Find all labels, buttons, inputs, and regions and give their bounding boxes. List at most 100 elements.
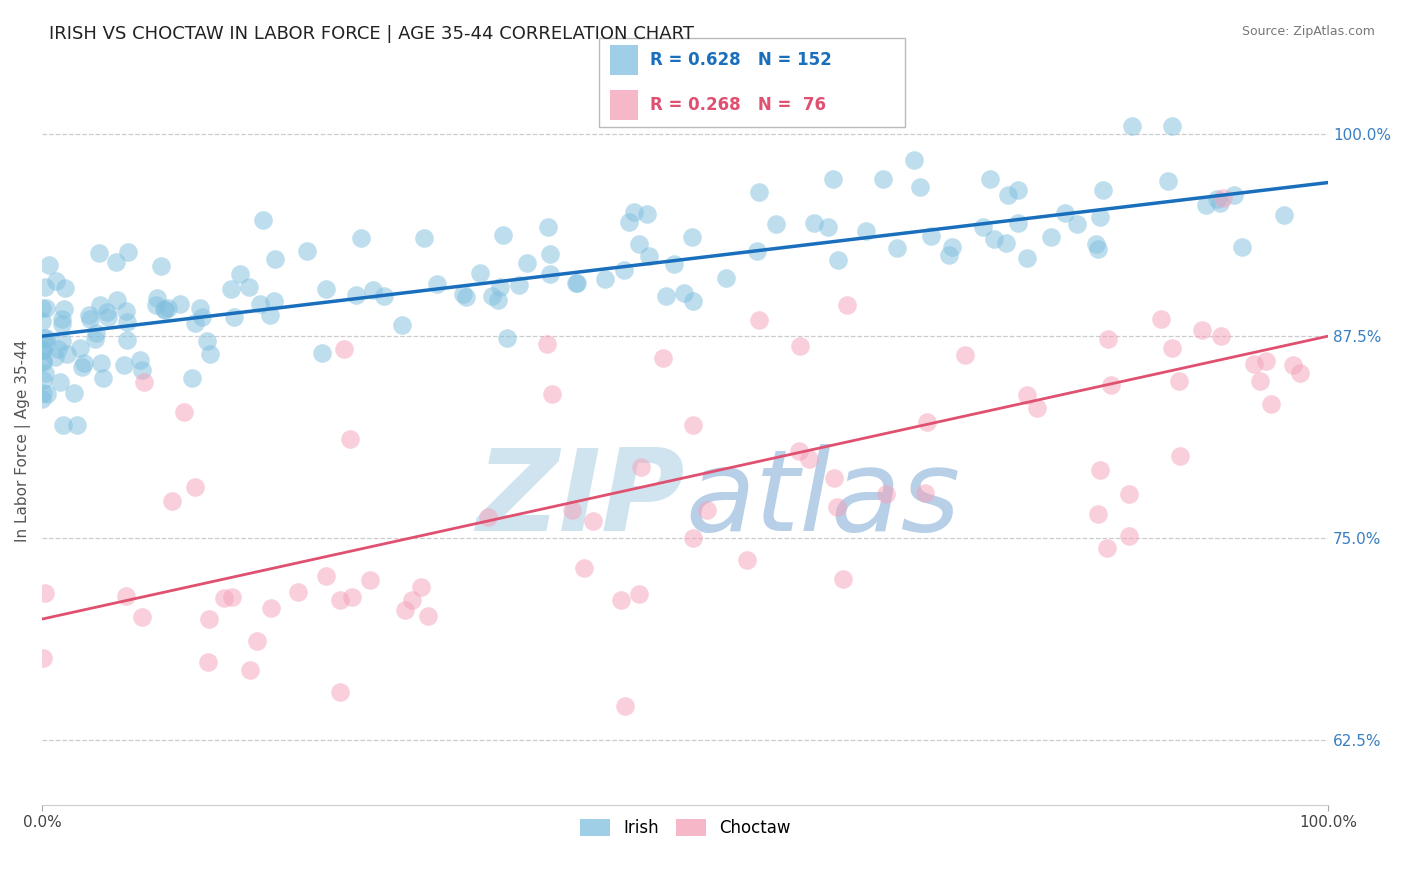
Point (69, 342, 91, 356)
Point (1232, 240, 1254, 254)
Point (477, 510, 499, 524)
Point (198, 347, 221, 361)
Point (146, 291, 169, 305)
Point (32, 355, 55, 369)
Point (180, 370, 202, 384)
Point (249, 297, 271, 311)
Point (34, 280, 56, 294)
Point (630, 459, 652, 474)
Point (70, 360, 93, 375)
Point (1053, 205, 1076, 219)
Point (115, 333, 138, 347)
Point (115, 303, 138, 318)
Point (34, 366, 56, 380)
Point (613, 263, 636, 277)
Point (1121, 119, 1143, 133)
Point (73, 356, 96, 370)
Point (97, 310, 120, 324)
Text: R = 0.268   N =  76: R = 0.268 N = 76 (650, 96, 827, 114)
Point (765, 217, 787, 231)
Point (1272, 209, 1295, 223)
Point (1161, 341, 1184, 355)
Point (1087, 242, 1109, 256)
Point (190, 301, 212, 315)
Point (221, 590, 243, 604)
Point (32, 373, 55, 387)
Point (1168, 449, 1191, 463)
Point (979, 172, 1001, 186)
Point (582, 514, 605, 528)
Point (195, 334, 218, 348)
Point (31, 301, 53, 316)
Point (184, 481, 207, 495)
Point (1118, 529, 1140, 543)
Point (481, 289, 503, 303)
Point (614, 699, 637, 714)
Point (32, 331, 55, 345)
Point (131, 362, 153, 376)
Point (56, 346, 79, 360)
Point (87, 246, 110, 260)
Point (817, 220, 839, 235)
Point (536, 336, 558, 351)
Point (263, 293, 285, 308)
Point (1195, 198, 1218, 212)
Point (538, 247, 561, 261)
Point (537, 220, 560, 235)
Point (401, 593, 423, 607)
Point (489, 280, 512, 294)
Point (79, 312, 101, 326)
FancyBboxPatch shape (599, 37, 905, 128)
Point (735, 552, 758, 566)
Point (1007, 183, 1029, 197)
Point (565, 276, 588, 290)
FancyBboxPatch shape (610, 90, 638, 120)
Point (246, 633, 269, 648)
Point (426, 277, 449, 291)
Point (682, 418, 704, 433)
Point (655, 288, 678, 302)
Point (35, 387, 58, 401)
Point (972, 219, 994, 234)
Point (495, 331, 517, 345)
Point (997, 188, 1019, 202)
Point (454, 289, 477, 303)
Point (238, 280, 260, 294)
Point (173, 405, 195, 419)
Point (823, 172, 845, 186)
Point (837, 298, 859, 312)
Point (105, 255, 128, 269)
Point (1087, 507, 1109, 521)
Point (132, 375, 155, 389)
Point (825, 500, 848, 514)
Point (340, 591, 363, 605)
Point (31, 314, 53, 328)
Point (149, 259, 172, 273)
Point (252, 212, 274, 227)
Point (259, 309, 281, 323)
Point (662, 257, 685, 271)
Point (145, 298, 167, 312)
Point (872, 171, 894, 186)
Point (628, 237, 651, 252)
Text: Source: ZipAtlas.com: Source: ZipAtlas.com (1241, 25, 1375, 38)
Point (875, 486, 897, 500)
Point (96, 305, 118, 319)
Point (995, 236, 1018, 251)
Point (468, 266, 491, 280)
Point (46, 342, 69, 356)
Point (411, 580, 433, 594)
Point (1156, 173, 1178, 187)
Point (344, 288, 367, 302)
Point (823, 471, 845, 485)
Point (1209, 329, 1232, 343)
Point (311, 345, 333, 359)
Point (1289, 366, 1312, 380)
Point (51, 334, 73, 349)
Point (38, 258, 60, 272)
Point (287, 585, 309, 599)
Point (787, 444, 810, 458)
Point (359, 573, 381, 587)
Point (260, 601, 283, 615)
Point (45, 274, 67, 288)
